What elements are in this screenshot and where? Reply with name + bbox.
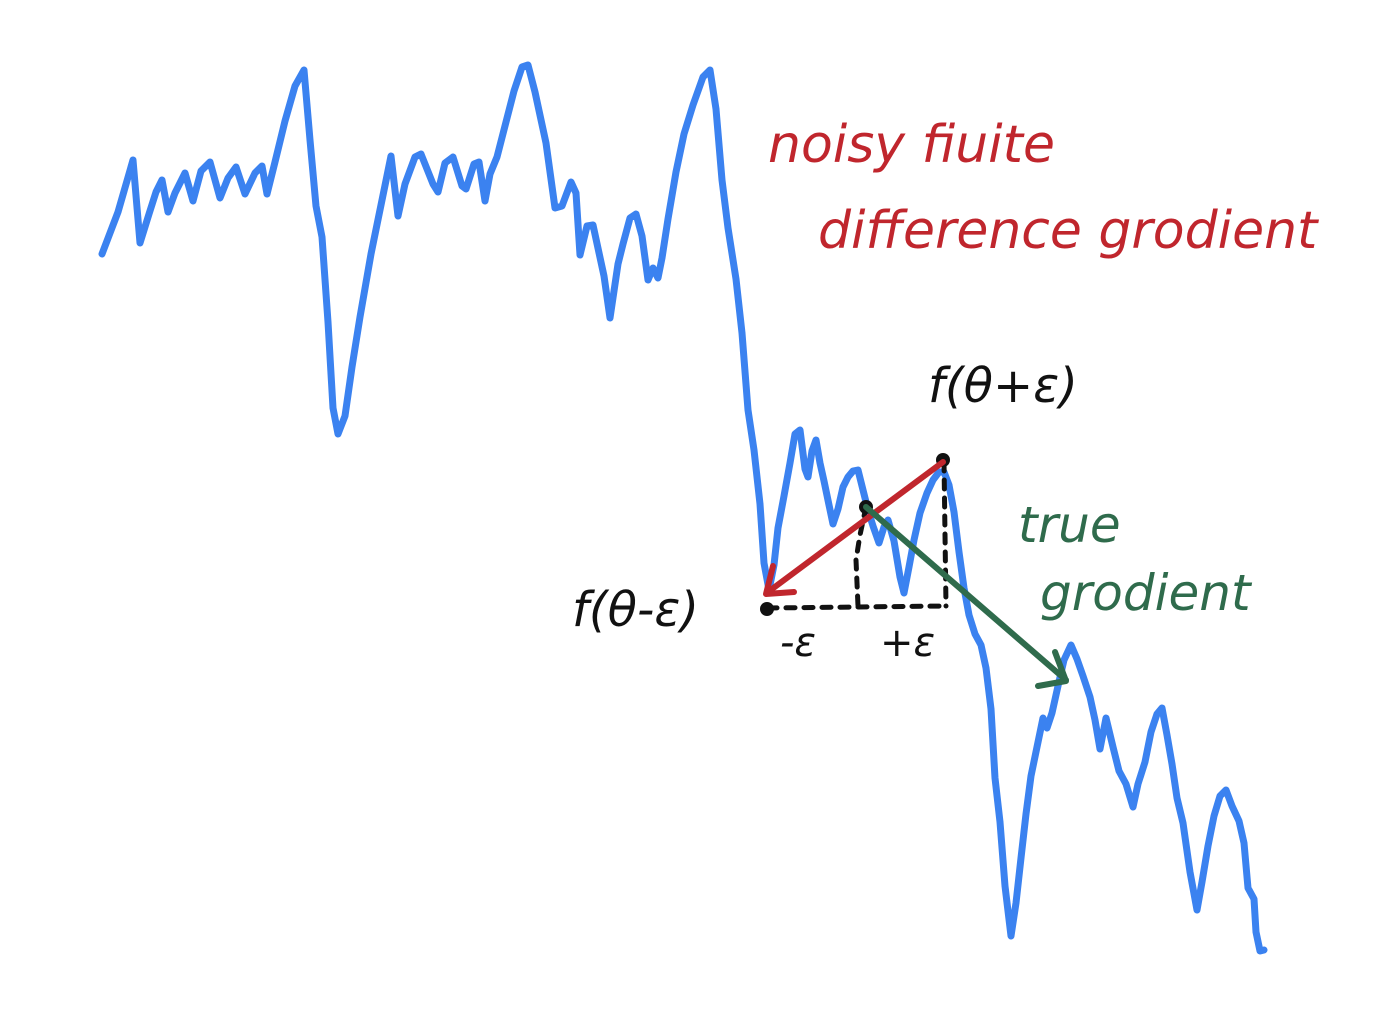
- true-gradient-label-line2: grodient: [1040, 564, 1253, 622]
- noisy-gradient-arrow: [763, 459, 946, 597]
- plus-epsilon-label: +ε: [880, 620, 935, 666]
- f-minus-label: f(θ-ε): [572, 582, 699, 638]
- minus-epsilon-label: -ε: [780, 620, 816, 666]
- construction-lines: [765, 459, 949, 611]
- f-plus-label: f(θ+ε): [928, 358, 1078, 414]
- noisy-gradient-label-line1: noisy fiuite: [768, 115, 1055, 175]
- center-vertical-dashed: [853, 504, 869, 609]
- noisy-loss-curve: [98, 61, 1268, 955]
- true-gradient-label-line1: true: [1018, 496, 1121, 554]
- true-gradient-arrow: [863, 504, 1069, 689]
- point-f-minus: [760, 602, 774, 616]
- plus-eps-vertical-dashed: [941, 459, 949, 609]
- noisy-gradient-label-line2: difference grodient: [818, 201, 1319, 261]
